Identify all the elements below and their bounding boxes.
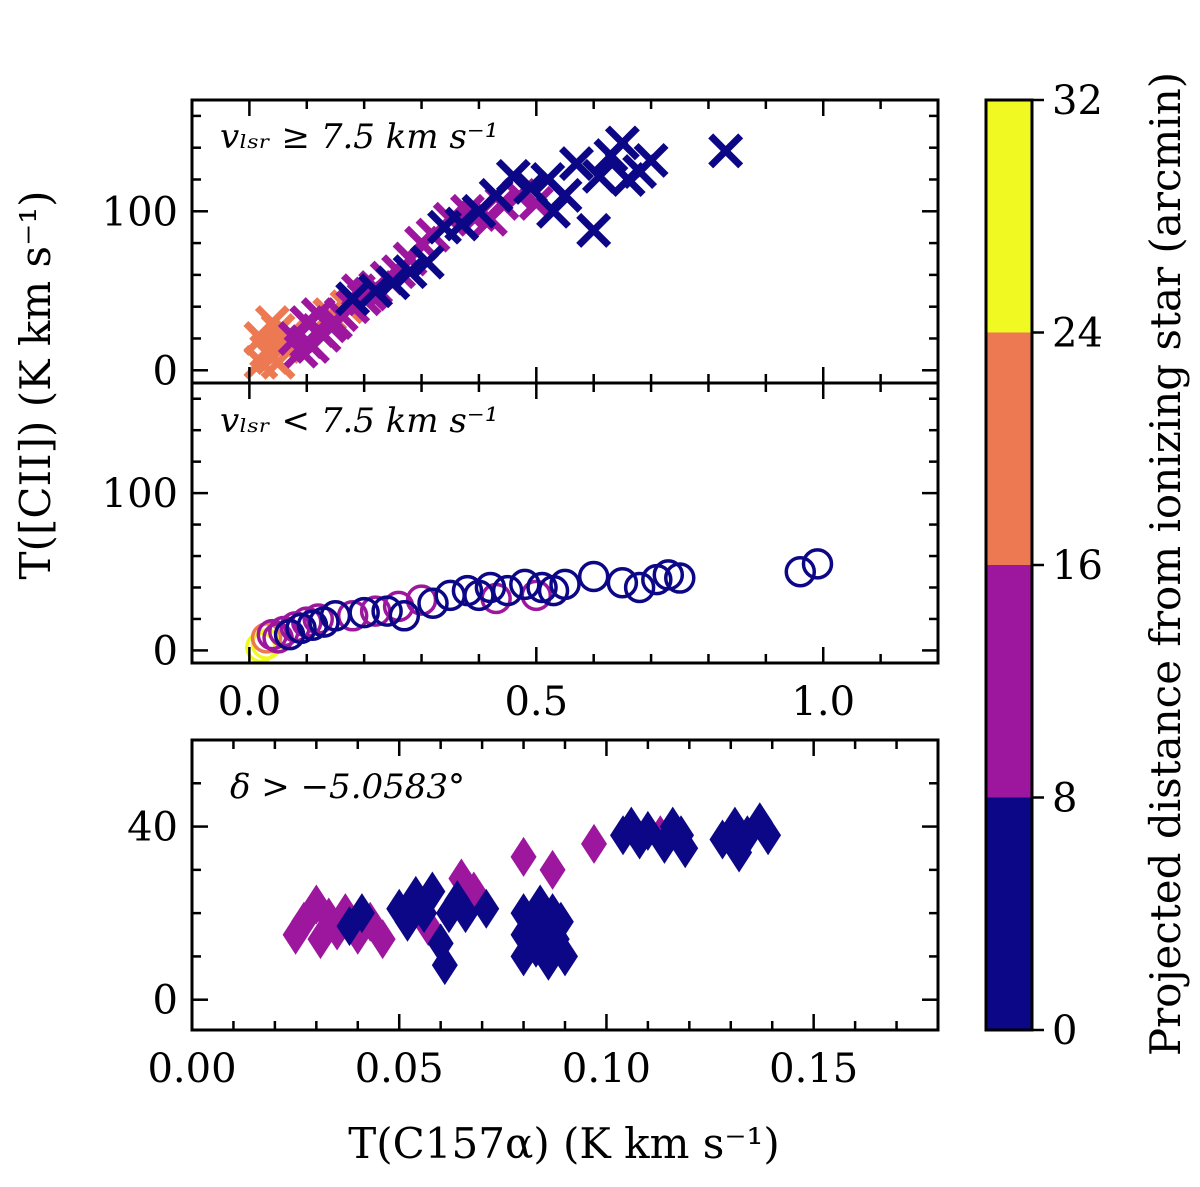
data-point-middle <box>526 571 558 604</box>
data-point-middle <box>474 571 507 604</box>
data-point-bottom <box>755 815 782 856</box>
data-point-middle <box>388 600 421 632</box>
data-point-top <box>295 328 330 364</box>
x-tick-label-middle: 0.5 <box>504 679 568 725</box>
data-point-middle <box>664 562 696 594</box>
ticks-middle <box>192 383 938 663</box>
data-point-top <box>547 177 583 213</box>
y-tick-label-bottom: 40 <box>127 805 178 851</box>
x-tick-label-middle: 0.0 <box>218 679 282 725</box>
y-tick-label-middle: 100 <box>102 471 178 517</box>
colorbar-segment <box>986 797 1032 1030</box>
annotation-bottom: δ > −5.0583° <box>230 767 465 807</box>
data-point-bottom <box>452 893 479 934</box>
x-tick-label-middle: 1.0 <box>791 679 855 725</box>
data-point-top <box>392 254 428 290</box>
data-point-top <box>495 158 531 194</box>
data-point-top <box>576 212 612 248</box>
x-axis-label: T(C157α) (K km s⁻¹) <box>348 1119 779 1168</box>
data-point-middle <box>371 595 403 627</box>
colorbar-tick-label: 8 <box>1052 776 1077 822</box>
data-point-middle <box>348 596 380 629</box>
data-point-top <box>409 244 445 280</box>
panel-middle: 0 100 0.0 0.5 1.0 <box>102 381 940 725</box>
data-point-middle <box>623 571 656 604</box>
annotation-top: vₗₛᵣ ≥ 7.5 km s⁻¹ <box>220 117 498 157</box>
data-point-bottom <box>581 823 608 864</box>
data-point-top <box>581 158 617 194</box>
data-point-bottom <box>672 828 699 869</box>
marks-bottom <box>282 802 782 986</box>
data-point-middle <box>250 622 283 654</box>
data-point-middle <box>549 568 581 601</box>
data-point-top <box>559 146 594 182</box>
data-point-top <box>358 273 394 309</box>
data-point-middle <box>577 560 610 593</box>
data-point-top <box>708 133 744 169</box>
data-point-middle <box>417 587 449 619</box>
x-tick-label-bottom: 0.05 <box>355 1046 444 1092</box>
data-point-middle <box>509 568 541 601</box>
colorbar-segment <box>986 100 1032 333</box>
y-tick-label-middle: 0 <box>153 628 178 674</box>
panel-top: 0 100 <box>102 98 940 394</box>
data-point-middle <box>784 556 817 588</box>
data-point-middle <box>285 612 317 645</box>
data-point-middle <box>434 579 466 612</box>
axes-frame-middle <box>190 381 940 665</box>
data-point-top <box>604 125 640 161</box>
colorbar-segment <box>986 332 1032 565</box>
data-point-middle <box>801 548 834 580</box>
data-point-bottom <box>547 901 574 942</box>
data-point-bottom <box>348 893 375 934</box>
data-point-bottom <box>369 919 396 960</box>
data-point-top <box>633 142 669 178</box>
colorbar: 0 8 16 24 32 <box>984 78 1103 1054</box>
x-tick-label-bottom: 0.00 <box>147 1046 236 1092</box>
y-tick-label-bottom: 0 <box>153 978 178 1024</box>
data-point-bottom <box>539 849 566 890</box>
marks-top <box>243 125 744 380</box>
data-point-middle <box>336 600 369 632</box>
colorbar-tick-label: 24 <box>1052 311 1103 357</box>
data-point-middle <box>491 574 524 607</box>
data-point-bottom <box>431 945 458 986</box>
data-point-top <box>375 265 411 301</box>
data-point-top <box>335 281 371 317</box>
y-tick-label-top: 100 <box>102 189 178 235</box>
panel-bottom: 0 40 0.00 0.05 0.10 0.15 <box>127 738 940 1092</box>
data-point-middle <box>302 603 334 635</box>
colorbar-tick-label: 32 <box>1052 78 1103 124</box>
data-point-middle <box>606 567 639 599</box>
x-tick-label-bottom: 0.15 <box>769 1046 858 1092</box>
colorbar-tick-label: 0 <box>1052 1008 1077 1054</box>
data-point-top <box>243 344 279 380</box>
marks-middle <box>245 548 834 663</box>
colorbar-segment <box>986 565 1032 798</box>
data-point-middle <box>652 559 685 591</box>
data-point-bottom <box>510 836 537 877</box>
ticks-bottom <box>192 740 938 1030</box>
data-point-bottom <box>473 888 500 929</box>
y-tick-label-top: 0 <box>153 348 178 394</box>
colorbar-label: Projected distance from ionizing star (a… <box>1141 72 1190 1056</box>
x-tick-label-bottom: 0.10 <box>562 1046 651 1092</box>
data-point-middle <box>256 618 289 651</box>
data-point-bottom <box>552 936 578 977</box>
data-point-bottom <box>419 871 446 912</box>
y-axis-label: T([CII]) (K km s⁻¹) <box>11 191 60 580</box>
colorbar-tick-label: 16 <box>1052 543 1103 589</box>
annotation-middle: vₗₛᵣ < 7.5 km s⁻¹ <box>220 401 498 441</box>
